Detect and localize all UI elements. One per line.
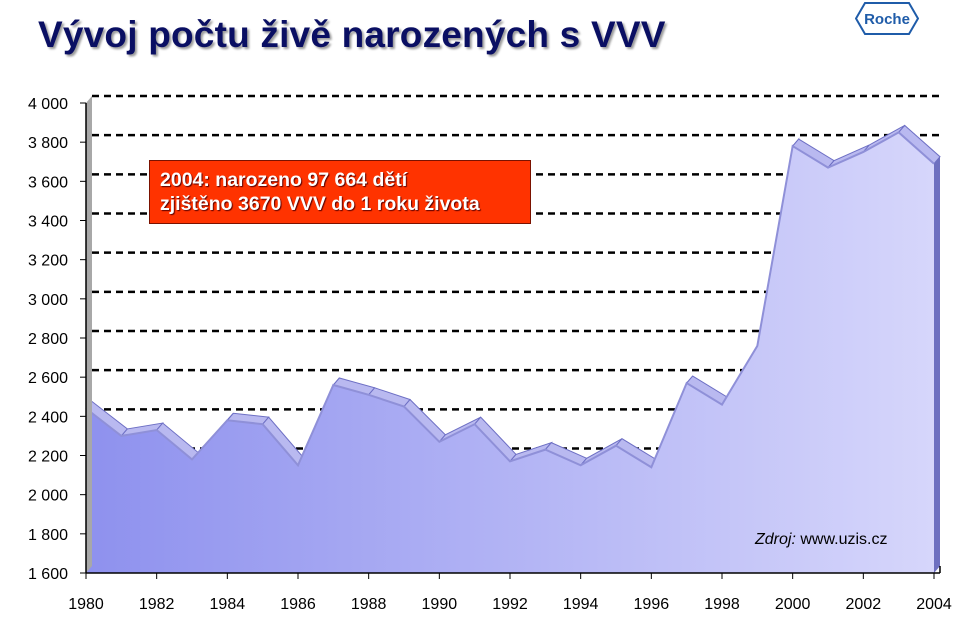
y-tick-label: 2 800 [28,331,68,348]
y-tick-label: 1 800 [28,527,68,544]
data-point-1987 [332,384,335,387]
annotation-line-1: 2004: narozeno 97 664 dětí [160,169,408,191]
y-tick-label: 3 000 [28,292,68,309]
y-axis-ticks: 1 600 1 800 2 000 2 200 2 400 2 600 2 800 3 000… [28,96,86,583]
data-point-1995 [615,444,618,447]
data-point-1997 [685,382,688,385]
data-point-1999 [756,344,759,347]
y-tick-label: 2 600 [28,370,68,387]
data-point-2000 [791,145,794,148]
data-point-1996 [650,466,653,469]
x-tick-label: 1982 [139,596,175,613]
data-point-1990 [438,440,441,443]
data-point-1981 [120,434,123,437]
roche-logo: Roche [855,2,919,35]
data-point-1992 [509,460,512,463]
y-tick-label: 3 600 [28,174,68,191]
data-point-1993 [544,448,547,451]
x-tick-label: 1994 [563,596,599,613]
data-point-1985 [261,423,264,426]
x-tick-label: 1984 [210,596,246,613]
data-point-1983 [191,458,194,461]
data-point-2003 [897,131,900,134]
y-tick-label: 3 200 [28,253,68,270]
x-tick-label: 1980 [68,596,104,613]
source-url: www.uzis.cz [800,531,888,548]
y-tick-label: 1 600 [28,566,68,583]
y-tick-label: 4 000 [28,96,68,113]
roche-logo-text: Roche [864,11,910,28]
area-top-line [85,131,935,469]
x-tick-label: 1992 [492,596,528,613]
area-fill [86,132,934,573]
x-tick-label: 2002 [846,596,882,613]
y-tick-label: 3 400 [28,214,68,231]
x-tick-label: 1988 [351,596,387,613]
data-point-1984 [226,419,229,422]
data-point-2001 [827,166,830,169]
data-point-1989 [403,405,406,408]
area-series [85,131,936,573]
x-tick-label: 1990 [422,596,458,613]
annotation-line-2: zjištěno 3670 VVV do 1 roku života [160,193,480,215]
y-tick-label: 2 200 [28,449,68,466]
x-tick-label: 2004 [916,596,952,613]
source-note: Zdroj: www.uzis.cz [755,531,887,549]
data-point-1986 [297,464,300,467]
x-tick-label: 2000 [775,596,811,613]
y-tick-label: 2 400 [28,409,68,426]
x-tick-label: 1998 [704,596,740,613]
data-point-1991 [473,423,476,426]
annotation-box: 2004: narozeno 97 664 dětí zjištěno 3670… [149,160,531,224]
chart-title: Vývoj počtu živě narozených s VVV [38,14,666,55]
data-point-1994 [579,464,582,467]
data-point-1998 [721,403,724,406]
x-tick-label: 1996 [634,596,670,613]
x-axis-ticks: 1980 1982 1984 1986 1988 1990 1992 1994 1996 1998… [68,573,952,613]
area-side-face [934,156,940,574]
y-tick-label: 2 000 [28,488,68,505]
data-point-1988 [367,393,370,396]
y-axis-wall [86,96,92,573]
data-point-1982 [155,429,158,432]
source-label: Zdroj: [755,531,796,548]
y-tick-label: 3 800 [28,135,68,152]
x-tick-label: 1986 [280,596,316,613]
data-point-2004 [933,162,936,165]
data-point-2002 [862,150,865,153]
